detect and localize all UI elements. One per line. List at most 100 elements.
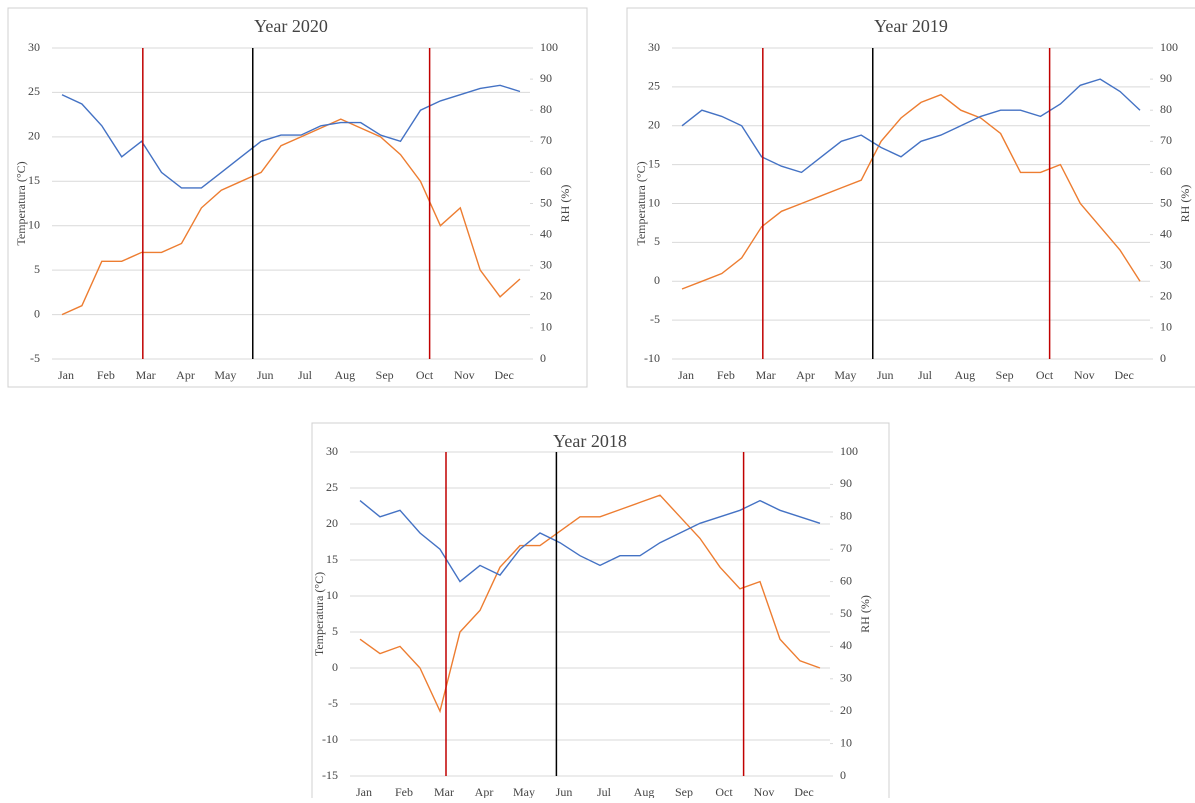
- x-tick-label: Apr: [475, 785, 494, 798]
- x-tick-label: Feb: [395, 785, 413, 798]
- y-axis-label: Temperatura (°C): [312, 572, 326, 656]
- y2-tick-label: 40: [1160, 226, 1172, 240]
- x-tick-label: Apr: [176, 368, 195, 382]
- y-tick-label: 0: [332, 660, 338, 674]
- series-line: [61, 84, 521, 189]
- y-tick-label: -5: [650, 312, 660, 326]
- y2-tick-label: 30: [840, 671, 852, 685]
- y2-tick-label: 80: [840, 509, 852, 523]
- y-tick-label: -10: [644, 351, 660, 365]
- y2-tick-label: 100: [540, 40, 558, 54]
- y-tick-label: 30: [28, 40, 40, 54]
- x-tick-label: Aug: [954, 368, 975, 382]
- y2-tick-label: 50: [840, 606, 852, 620]
- x-tick-label: Jul: [918, 368, 933, 382]
- y-tick-label: 25: [326, 480, 338, 494]
- y2-tick-label: 0: [840, 768, 846, 782]
- x-tick-label: Sep: [376, 368, 394, 382]
- y2-tick-label: 0: [540, 351, 546, 365]
- y-tick-label: -15: [322, 768, 338, 782]
- panel-frame: [626, 7, 1195, 388]
- y2-axis-label: RH (%): [858, 595, 872, 633]
- y-tick-label: 5: [34, 262, 40, 276]
- y2-tick-label: 20: [1160, 289, 1172, 303]
- y-tick-label: 10: [648, 195, 660, 209]
- y2-tick-label: 70: [840, 541, 852, 555]
- x-tick-label: Aug: [334, 368, 355, 382]
- x-tick-label: Nov: [754, 785, 775, 798]
- y-tick-label: 5: [332, 624, 338, 638]
- y2-tick-label: 70: [540, 133, 552, 147]
- y2-tick-label: 20: [840, 703, 852, 717]
- x-tick-label: Jan: [678, 368, 694, 382]
- y2-tick-label: 90: [540, 71, 552, 85]
- chart-title: Year 2020: [254, 16, 328, 36]
- y2-tick-label: 50: [540, 195, 552, 209]
- x-tick-label: Jul: [298, 368, 313, 382]
- y-tick-label: 20: [28, 129, 40, 143]
- y2-tick-label: 80: [1160, 102, 1172, 116]
- x-tick-label: Dec: [495, 368, 514, 382]
- y2-tick-label: 80: [540, 102, 552, 116]
- x-tick-label: Dec: [1115, 368, 1134, 382]
- x-tick-label: Jan: [58, 368, 74, 382]
- y-tick-label: 20: [648, 118, 660, 132]
- y-tick-label: 15: [28, 173, 40, 187]
- y-tick-label: -5: [30, 351, 40, 365]
- x-tick-label: Feb: [97, 368, 115, 382]
- series-line: [359, 499, 821, 583]
- x-tick-label: Jun: [877, 368, 894, 382]
- y2-tick-label: 40: [540, 226, 552, 240]
- y2-tick-label: 10: [1160, 320, 1172, 334]
- y-axis-label: Temperatura (°C): [14, 161, 28, 245]
- x-tick-label: May: [834, 368, 856, 382]
- y2-tick-label: 40: [840, 638, 852, 652]
- x-tick-label: Mar: [756, 368, 776, 382]
- y-tick-label: -5: [328, 696, 338, 710]
- y2-tick-label: 30: [540, 257, 552, 271]
- y-axis-label: Temperatura (°C): [634, 161, 648, 245]
- x-tick-label: Jun: [556, 785, 573, 798]
- y2-tick-label: 60: [1160, 164, 1172, 178]
- x-tick-label: Oct: [715, 785, 733, 798]
- y2-tick-label: 100: [840, 444, 858, 458]
- panel-frame: [311, 422, 890, 803]
- y-tick-label: 0: [654, 273, 660, 287]
- y2-tick-label: 50: [1160, 195, 1172, 209]
- y-tick-label: 5: [654, 234, 660, 248]
- y-tick-label: 25: [28, 84, 40, 98]
- y2-tick-label: 90: [840, 476, 852, 490]
- x-tick-label: Jan: [356, 785, 372, 798]
- y-tick-label: 15: [326, 552, 338, 566]
- x-tick-label: Jul: [597, 785, 612, 798]
- y2-axis-label: RH (%): [558, 185, 572, 223]
- x-tick-label: Feb: [717, 368, 735, 382]
- y-tick-label: 20: [326, 516, 338, 530]
- y2-tick-label: 0: [1160, 351, 1166, 365]
- y-tick-label: 0: [34, 306, 40, 320]
- y2-tick-label: 100: [1160, 40, 1178, 54]
- x-tick-label: Oct: [416, 368, 434, 382]
- y2-tick-label: 70: [1160, 133, 1172, 147]
- y-tick-label: 10: [28, 217, 40, 231]
- x-tick-label: Jun: [257, 368, 274, 382]
- chart-title: Year 2019: [874, 16, 948, 36]
- x-tick-label: Oct: [1036, 368, 1054, 382]
- x-tick-label: Nov: [1074, 368, 1095, 382]
- y2-tick-label: 60: [840, 573, 852, 587]
- x-tick-label: Mar: [136, 368, 156, 382]
- y2-tick-label: 90: [1160, 71, 1172, 85]
- y-tick-label: 30: [326, 444, 338, 458]
- x-tick-label: Apr: [796, 368, 815, 382]
- y2-tick-label: 60: [540, 164, 552, 178]
- y2-tick-label: 20: [540, 289, 552, 303]
- y2-axis-label: RH (%): [1178, 185, 1192, 223]
- x-tick-label: Dec: [794, 785, 813, 798]
- y-tick-label: 25: [648, 79, 660, 93]
- y-tick-label: 30: [648, 40, 660, 54]
- x-tick-label: Sep: [996, 368, 1014, 382]
- x-tick-label: Aug: [634, 785, 655, 798]
- x-tick-label: Nov: [454, 368, 475, 382]
- x-tick-label: Mar: [434, 785, 454, 798]
